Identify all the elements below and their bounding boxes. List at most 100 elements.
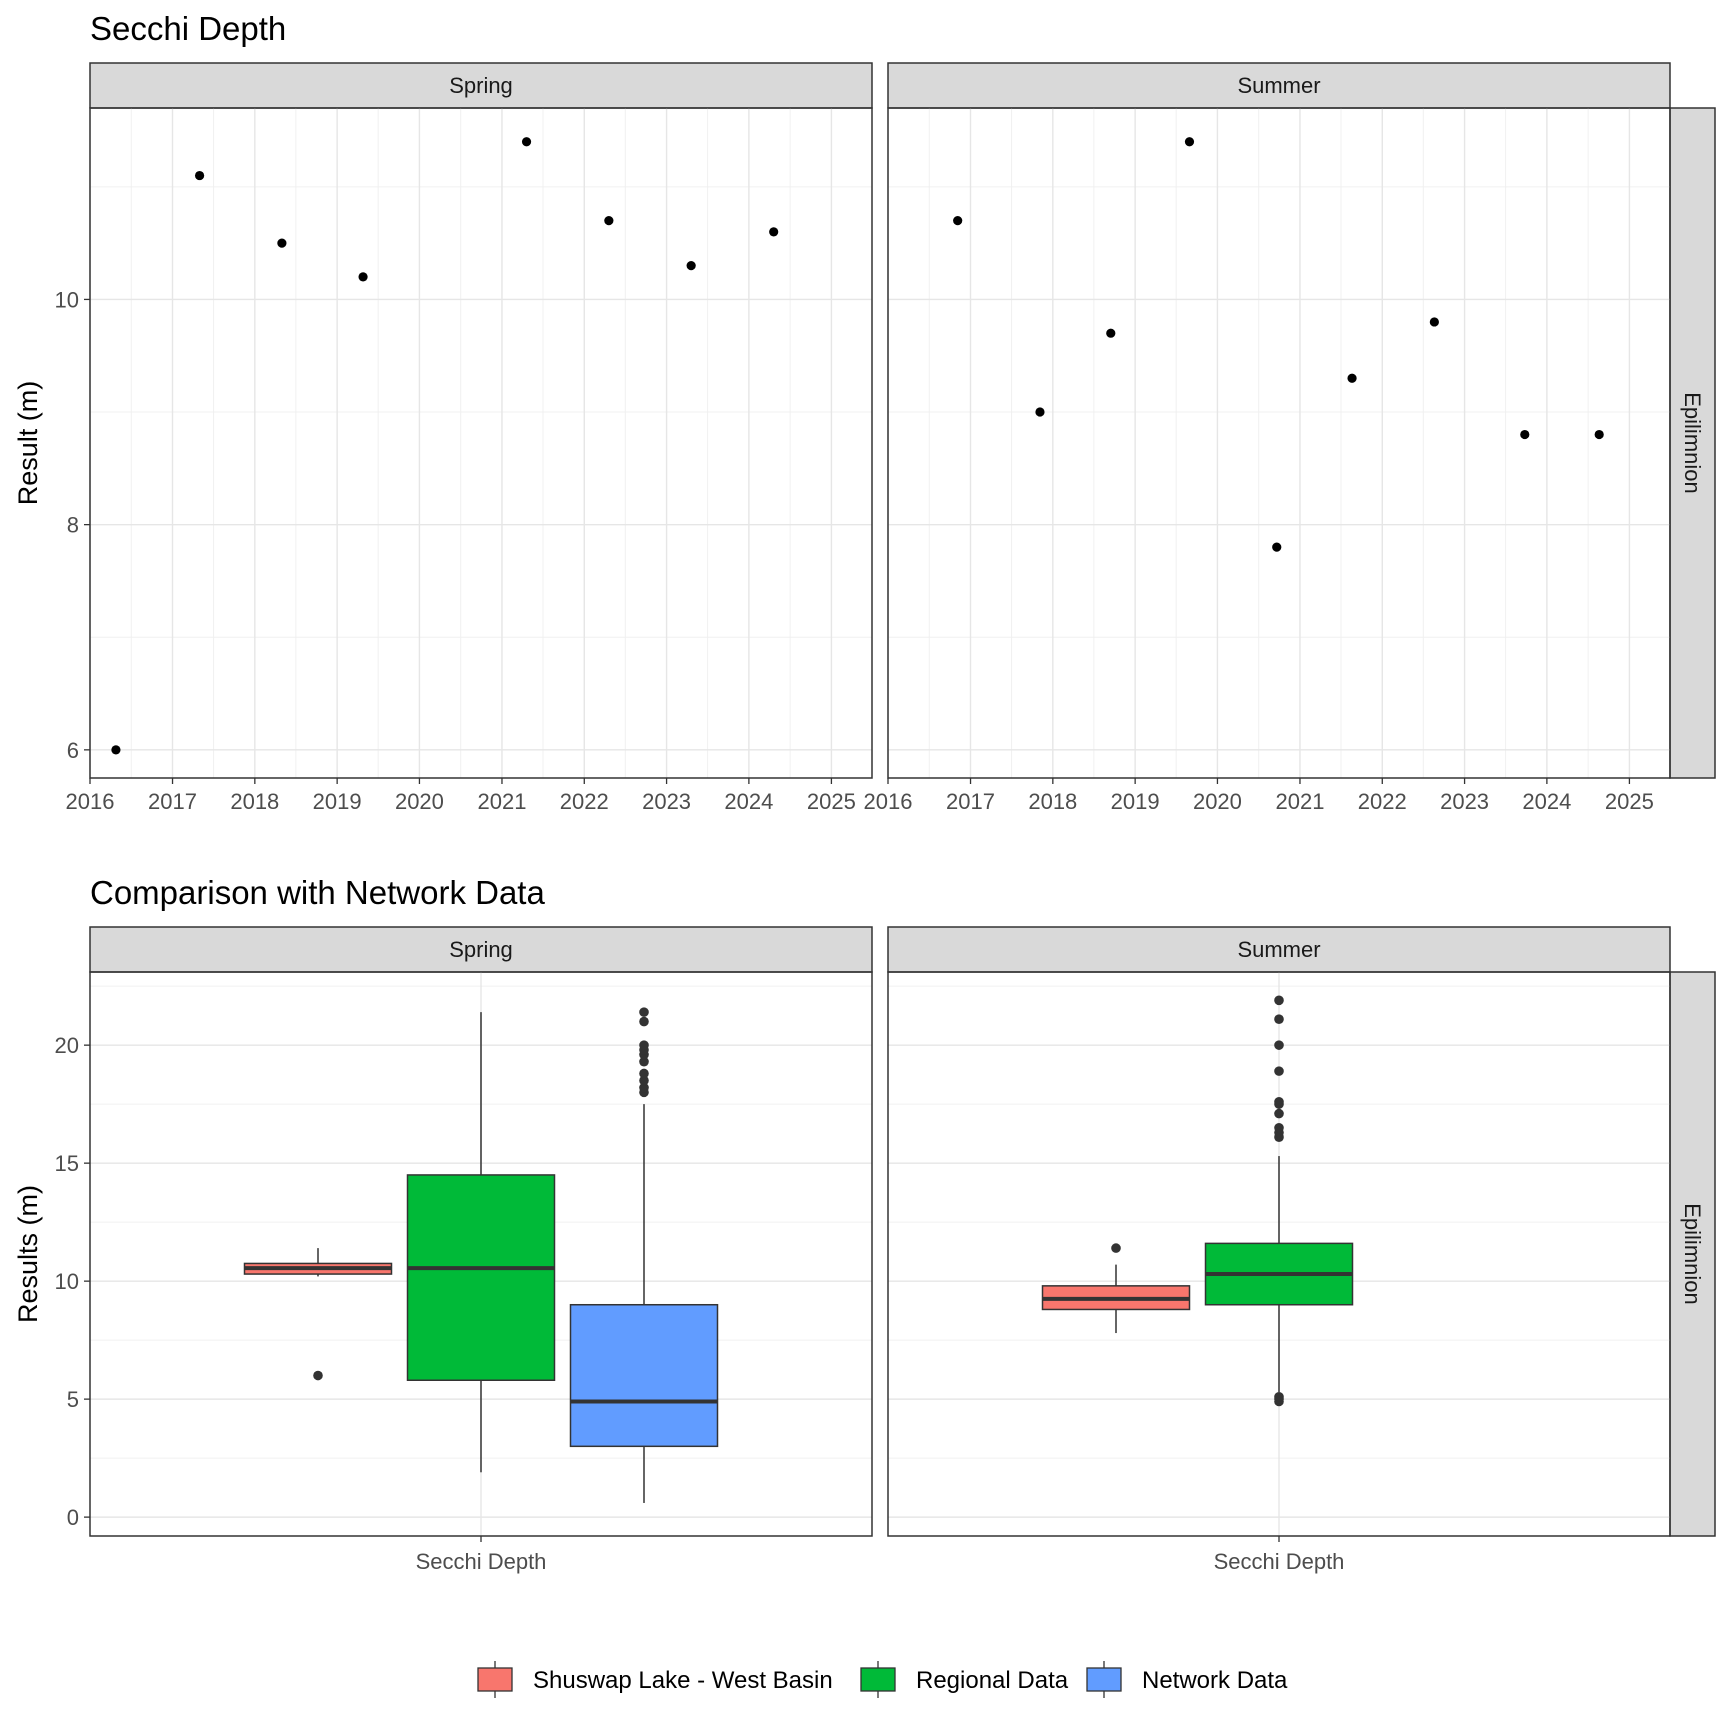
- legend-label-regional: Regional Data: [916, 1667, 1069, 1694]
- x-tick-label: 2020: [1193, 789, 1242, 814]
- strip-top-spring: [89, 62, 873, 109]
- data-point: [1520, 429, 1530, 440]
- data-point: [953, 216, 963, 226]
- data-point: [194, 170, 205, 181]
- box-network-data: [569, 1007, 719, 1503]
- x-tick-label: 2022: [1358, 789, 1407, 814]
- y-tick-label: 6: [67, 738, 79, 763]
- x-tick-label: 2023: [642, 789, 691, 814]
- data-point: [1272, 542, 1282, 552]
- x-tick-label: 2023: [1440, 789, 1489, 814]
- x-tick-label: 2024: [724, 789, 773, 814]
- outlier-point: [1111, 1243, 1121, 1253]
- data-point: [111, 745, 121, 755]
- outlier-point: [1274, 1108, 1284, 1119]
- data-point: [1347, 373, 1357, 383]
- y-tick-label: 10: [55, 287, 79, 312]
- x-tick-label: 2017: [946, 789, 995, 814]
- x-tick-label: 2016: [66, 789, 115, 814]
- outlier-point: [1274, 1391, 1284, 1402]
- strip-top-spring-label: Spring: [449, 73, 513, 98]
- data-point: [277, 238, 287, 248]
- outlier-point: [639, 1075, 649, 1086]
- legend-key-shuswap: [477, 1667, 513, 1692]
- x-tick-label: 2021: [1275, 789, 1324, 814]
- x-tick-label: 2024: [1522, 789, 1571, 814]
- panel-border: [887, 971, 1671, 1537]
- y-tick-label: 10: [55, 1269, 79, 1294]
- box-panel-spring: 0 5 10 15 20: [55, 971, 873, 1542]
- outlier-point: [639, 1016, 649, 1027]
- box-panels: 0 5 10 15 20: [55, 971, 1671, 1542]
- data-point: [769, 227, 779, 237]
- panel-border: [89, 971, 873, 1537]
- strip-top-summer-label: Summer: [1237, 73, 1320, 98]
- data-point: [1594, 429, 1604, 440]
- x-tick-label: 2019: [313, 789, 362, 814]
- outlier-point: [1274, 1040, 1284, 1050]
- legend: Shuswap Lake - West Basin Regional Data …: [477, 1661, 1288, 1698]
- y-tick-label: 5: [67, 1387, 79, 1412]
- x-tick-label: 2017: [148, 789, 197, 814]
- scatter-panel-spring: 2016 2017 2018 2019 2020 2021 2022 2023 2024 2025…: [55, 107, 873, 814]
- outlier-point: [639, 1082, 649, 1093]
- x-tick-label: 2018: [1028, 789, 1077, 814]
- strip-top-summer: [887, 62, 1671, 109]
- data-point: [1106, 328, 1116, 338]
- outlier-point: [639, 1007, 649, 1017]
- data-point: [604, 216, 614, 226]
- outlier-point: [639, 1040, 649, 1050]
- data-point: [1035, 407, 1045, 417]
- data-point: [1429, 317, 1439, 327]
- y-tick-label: 8: [67, 513, 79, 538]
- box-panel-summer: [887, 971, 1671, 1542]
- box-iqr: [406, 1174, 556, 1382]
- legend-key-regional: [860, 1667, 896, 1692]
- scatter-chart-title: Secchi Depth: [90, 10, 286, 47]
- box-shuswap-lake-west-basin: [1041, 1243, 1191, 1334]
- outlier-point: [1274, 1122, 1284, 1133]
- strip-bottom-row-label: Epilimnion: [1680, 1203, 1705, 1305]
- data-point: [358, 272, 368, 282]
- data-point: [1184, 137, 1195, 147]
- box-chart-title: Comparison with Network Data: [90, 874, 545, 911]
- outlier-point: [639, 1056, 649, 1067]
- data-point: [521, 137, 532, 147]
- box-y-axis-title: Results (m): [13, 1185, 43, 1323]
- box-x-tick-spring: Secchi Depth: [416, 1549, 547, 1574]
- y-tick-label: 15: [55, 1151, 79, 1176]
- x-tick-label: 2018: [230, 789, 279, 814]
- scatter-panel-summer: 2016 2017 2018 2019 2020 2021 2022 2023 2024 2025: [864, 107, 1671, 814]
- outlier-point: [313, 1370, 323, 1381]
- outlier-point: [1274, 1014, 1284, 1024]
- x-tick-label: 2021: [477, 789, 526, 814]
- strip-bottom-summer-label: Summer: [1237, 937, 1320, 962]
- x-tick-label: 2016: [864, 789, 913, 814]
- x-tick-label: 2019: [1111, 789, 1160, 814]
- x-tick-label: 2022: [560, 789, 609, 814]
- panel-border: [89, 107, 873, 779]
- y-tick-label: 0: [67, 1505, 79, 1530]
- legend-key-network: [1086, 1667, 1122, 1692]
- box-x-tick-summer: Secchi Depth: [1214, 1549, 1345, 1574]
- x-tick-label: 2025: [1605, 789, 1654, 814]
- box-regional-data: [1204, 995, 1354, 1407]
- scatter-panels: 2016 2017 2018 2019 2020 2021 2022 2023 2024 2025…: [55, 107, 1671, 814]
- outlier-point: [1274, 1096, 1284, 1107]
- box-regional-data: [406, 1012, 556, 1473]
- legend-label-shuswap: Shuswap Lake - West Basin: [533, 1667, 833, 1694]
- outlier-point: [639, 1068, 649, 1079]
- legend-label-network: Network Data: [1142, 1667, 1288, 1694]
- box-iqr: [569, 1303, 719, 1448]
- box-shuswap-lake-west-basin: [243, 1248, 393, 1381]
- panel-border: [887, 107, 1671, 779]
- data-point: [686, 261, 696, 271]
- x-tick-label: 2025: [807, 789, 856, 814]
- outlier-point: [1274, 995, 1284, 1006]
- strip-top-row-label: Epilimnion: [1680, 392, 1705, 494]
- x-tick-label: 2020: [395, 789, 444, 814]
- scatter-y-axis-title: Result (m): [13, 381, 43, 506]
- strip-top-row: [1669, 107, 1716, 779]
- y-tick-label: 20: [55, 1033, 79, 1058]
